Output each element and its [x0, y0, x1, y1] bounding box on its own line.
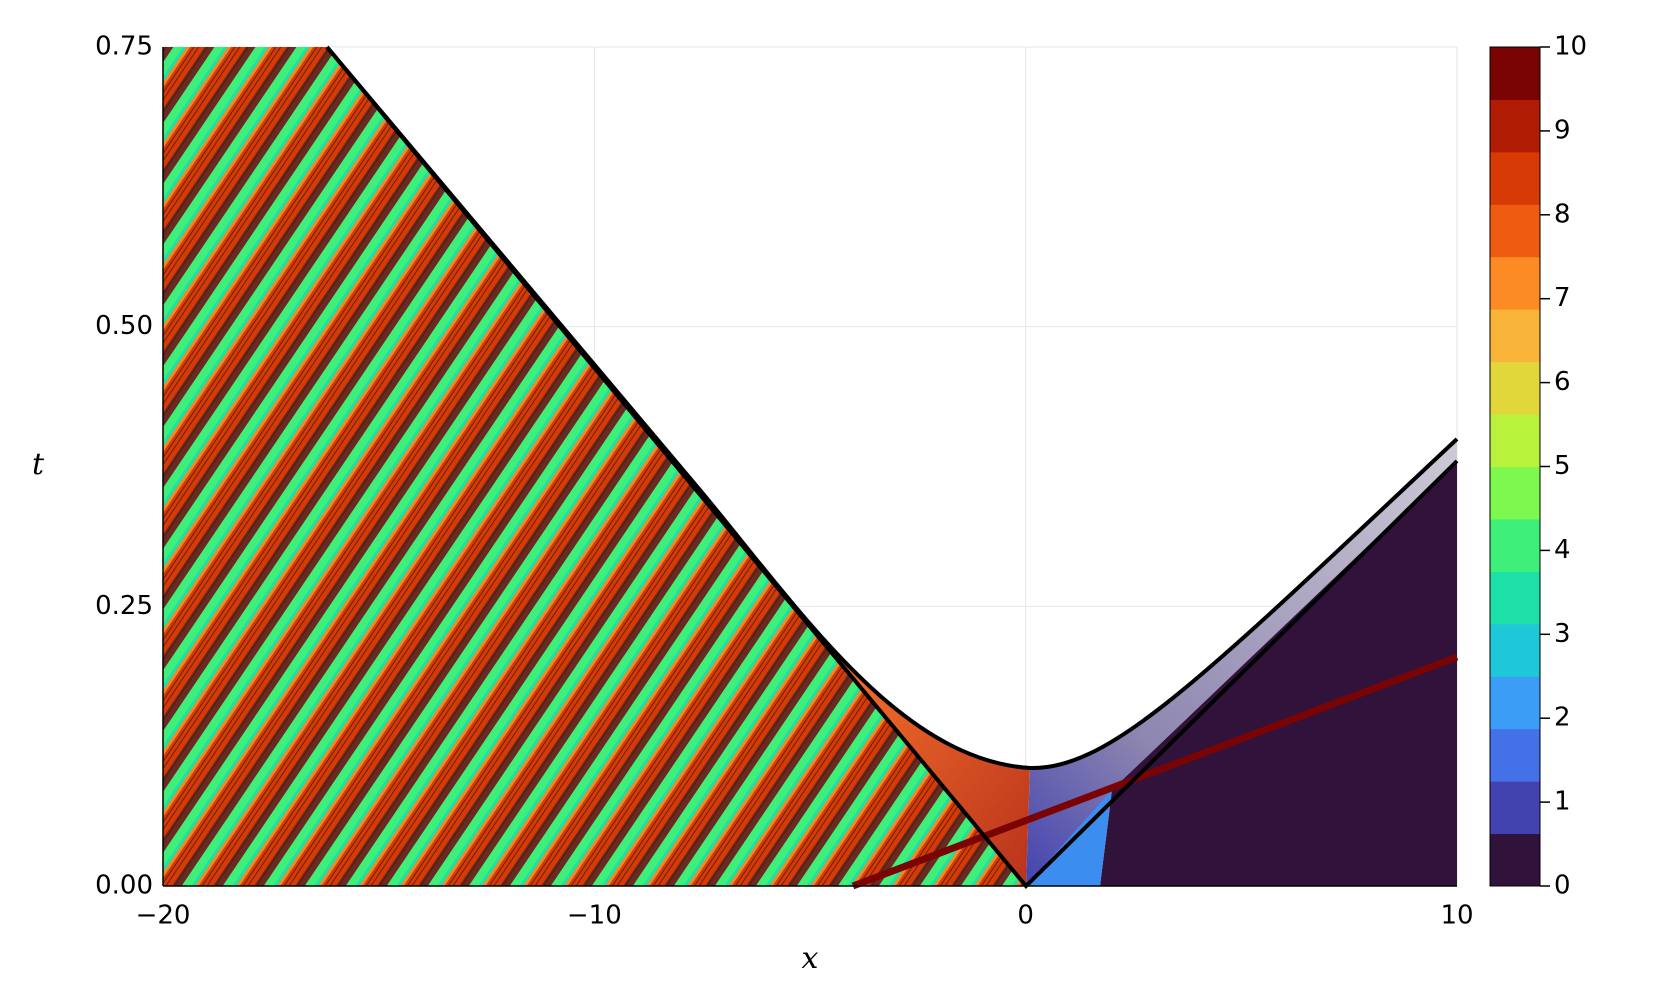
colorbar-band — [1490, 571, 1540, 625]
colorbar-band — [1490, 414, 1540, 467]
colorbar-tick-label: 10 — [1554, 32, 1587, 62]
colorbar-tick-label: 4 — [1554, 535, 1571, 565]
colorbar-tick-label: 2 — [1554, 703, 1571, 733]
x-tick-label: −20 — [136, 901, 191, 931]
colorbar-band — [1490, 833, 1540, 887]
contour-field — [163, 45, 1459, 890]
stripe-region — [163, 47, 1026, 886]
y-tick-label: 0.25 — [95, 591, 153, 621]
colorbar-band — [1490, 466, 1540, 520]
y-tick-label: 0.75 — [95, 32, 153, 62]
colorbar-band — [1490, 623, 1540, 677]
colorbar-band — [1490, 781, 1540, 835]
colorbar-tick-label: 3 — [1554, 619, 1571, 649]
colorbar-band — [1490, 518, 1540, 572]
colorbar-tick-label: 1 — [1554, 787, 1571, 817]
colorbar-band — [1490, 256, 1540, 310]
colorbar-tick-label: 8 — [1554, 199, 1571, 229]
y-tick-label: 0.00 — [95, 871, 153, 901]
colorbar-tick-label: 0 — [1554, 871, 1571, 901]
purple-region — [1100, 461, 1457, 886]
colorbar-tick-label: 6 — [1554, 367, 1571, 397]
colorbar-band — [1490, 728, 1540, 782]
colorbar-tick-label: 7 — [1554, 283, 1571, 313]
colorbar-tick-label: 9 — [1554, 115, 1571, 145]
x-axis-title: x — [802, 941, 819, 976]
y-axis-title: t — [32, 447, 45, 482]
colorbar-tick-label: 5 — [1554, 451, 1571, 481]
red-ridge — [851, 653, 1459, 890]
colorbar-band — [1490, 676, 1540, 730]
y-tick-label: 0.50 — [95, 311, 153, 341]
x-tick-label: 10 — [1440, 901, 1473, 931]
x-tick-label: 0 — [1017, 901, 1034, 931]
colorbar-band — [1490, 47, 1540, 100]
colorbar-band — [1490, 151, 1540, 205]
colorbar-band — [1490, 361, 1540, 415]
colorbar-band — [1490, 204, 1540, 258]
colorbar-band — [1490, 309, 1540, 363]
x-tick-label: −10 — [567, 901, 622, 931]
colorbar-band — [1490, 99, 1540, 153]
